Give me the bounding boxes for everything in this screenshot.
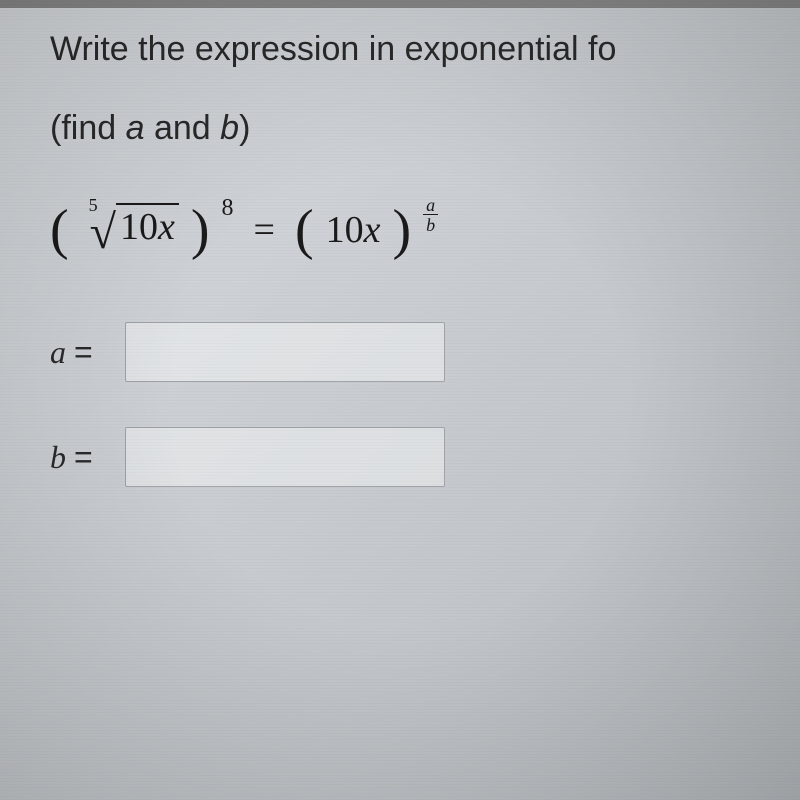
fraction-numerator: a — [423, 196, 438, 215]
question-prompt: Write the expression in exponential fo — [50, 30, 750, 69]
radicand-variable: x — [158, 206, 175, 248]
answer-row-b: b = — [50, 427, 750, 487]
right-paren-1: ) — [191, 198, 210, 262]
radical-expression: 5 √ 10x — [81, 203, 179, 258]
b-var-label: b — [50, 439, 66, 475]
fraction-exponent: a b — [423, 196, 438, 237]
variable-b-ref: b — [220, 109, 239, 147]
sub-instruction: (find a and b) — [50, 109, 750, 148]
radicand-coefficient: 10 — [120, 206, 158, 248]
variable-a-ref: a — [126, 109, 145, 147]
left-paren-2: ( — [295, 198, 314, 262]
fraction-denominator: b — [423, 215, 438, 237]
equals-sign: = — [254, 208, 275, 252]
outer-exponent: 8 — [222, 195, 234, 222]
sub-suffix: ) — [239, 109, 250, 147]
answer-a-label: a = — [50, 334, 110, 371]
a-var-label: a — [50, 334, 66, 370]
answer-a-input[interactable] — [125, 322, 445, 382]
sub-prefix: (find — [50, 109, 126, 147]
answer-b-label: b = — [50, 439, 110, 476]
radicand: 10x — [116, 203, 179, 249]
a-equals: = — [74, 334, 93, 370]
rhs-base: 10x — [326, 208, 381, 252]
equation-display: ( 5 √ 10x ) 8 = ( 10x ) a b — [50, 198, 750, 262]
question-container: Write the expression in exponential fo (… — [0, 0, 800, 562]
rhs-variable: x — [364, 209, 381, 251]
answer-row-a: a = — [50, 322, 750, 382]
left-paren-1: ( — [50, 198, 69, 262]
sub-and: and — [145, 109, 221, 147]
right-paren-2: ) — [393, 198, 412, 262]
radical-sign-icon: √ — [90, 205, 116, 260]
b-equals: = — [74, 439, 93, 475]
rhs-coefficient: 10 — [326, 209, 364, 251]
answer-b-input[interactable] — [125, 427, 445, 487]
